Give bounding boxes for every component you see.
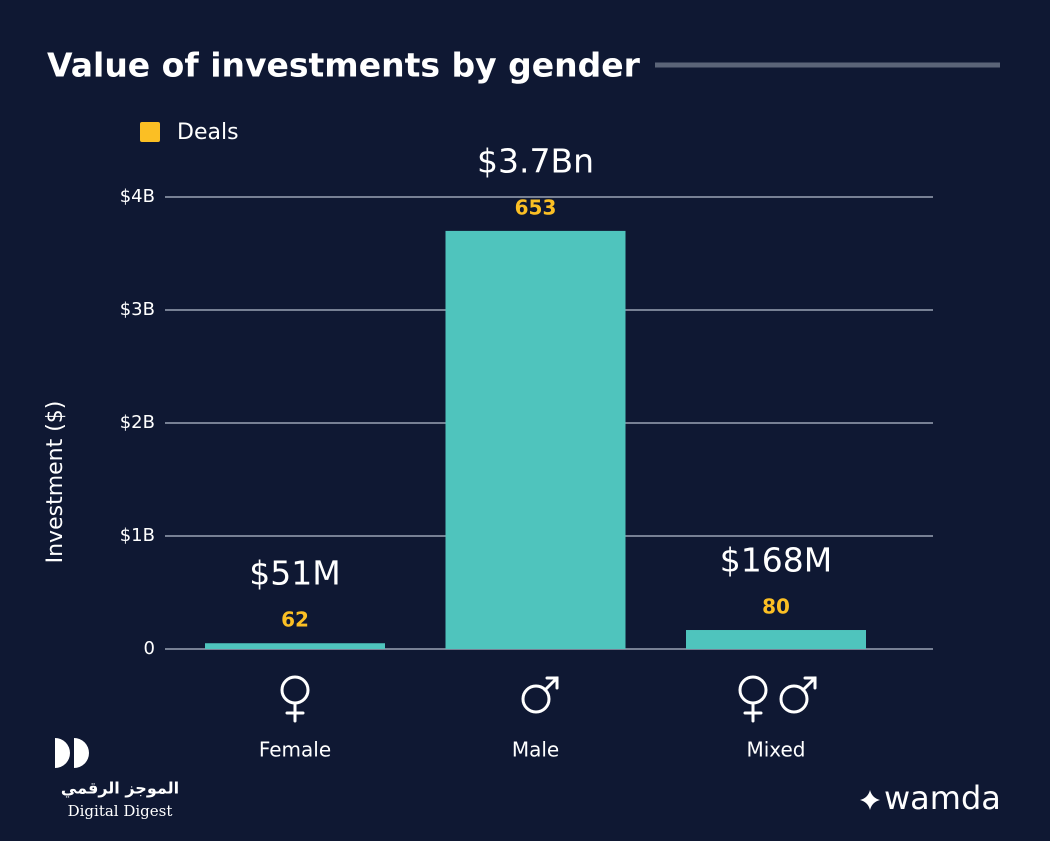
brand-arabic: الموجز الرقمي	[61, 779, 179, 799]
y-tick-label: $3B	[120, 299, 155, 320]
mixed-icon	[738, 675, 817, 723]
y-tick-label: $4B	[120, 186, 155, 207]
value-label: $3.7Bn	[477, 141, 594, 180]
digital-digest-logo	[55, 738, 89, 768]
y-tick-label: 0	[144, 638, 155, 659]
y-tick-label: $2B	[120, 412, 155, 433]
bar	[205, 643, 385, 649]
bar	[445, 230, 626, 649]
bar	[686, 630, 866, 649]
chart-title: Value of investments by gender	[47, 46, 641, 85]
male-icon	[521, 676, 559, 714]
y-axis-label: Investment ($)	[43, 401, 68, 564]
brand-partner: wamda	[884, 779, 1001, 817]
deals-label: 653	[515, 195, 557, 219]
x-tick-label: Male	[512, 738, 559, 762]
x-tick-label: Female	[259, 738, 331, 762]
legend-swatch	[140, 122, 160, 142]
gender-icons	[280, 675, 817, 723]
brand-english: Digital Digest	[68, 802, 173, 820]
y-tick-label: $1B	[120, 525, 155, 546]
legend-label: Deals	[177, 120, 239, 145]
deals-label: 80	[762, 595, 790, 619]
deals-label: 62	[281, 608, 309, 632]
value-label: $168M	[720, 541, 832, 580]
wamda-star	[860, 790, 880, 810]
x-tick-label: Mixed	[746, 738, 805, 762]
female-icon	[280, 675, 310, 723]
value-label: $51M	[249, 554, 340, 593]
